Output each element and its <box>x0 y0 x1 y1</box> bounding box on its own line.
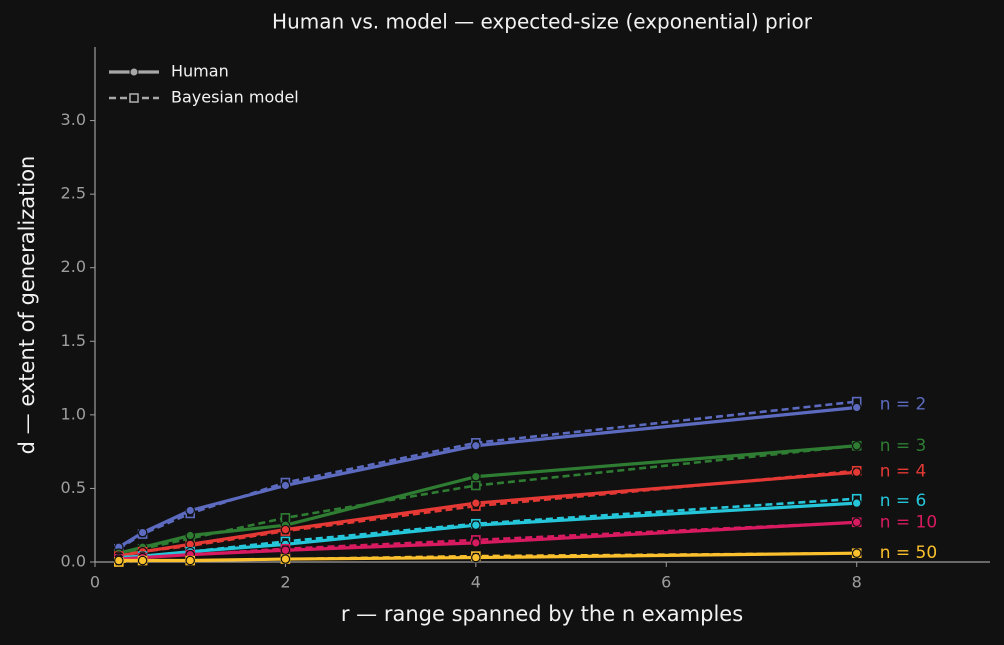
legend-marker <box>129 67 139 77</box>
x-axis-label: r — range spanned by the n examples <box>341 602 743 626</box>
human-marker <box>280 524 291 535</box>
human-marker <box>851 517 862 528</box>
y-tick-label: 1.0 <box>61 404 86 423</box>
human-marker <box>471 498 481 508</box>
human-marker <box>280 545 291 556</box>
legend-label: Bayesian model <box>171 88 299 107</box>
series-label: n = 6 <box>880 491 927 511</box>
human-marker <box>851 440 862 451</box>
model-line <box>118 469 857 558</box>
series-label: n = 3 <box>880 436 927 456</box>
human-marker <box>280 480 291 491</box>
model-line <box>118 444 857 556</box>
chart-title: Human vs. model — expected-size (exponen… <box>272 10 813 34</box>
human-marker <box>114 555 124 566</box>
legend-marker <box>129 93 139 103</box>
human-marker <box>185 530 196 541</box>
y-tick-label: 3.0 <box>61 110 86 129</box>
y-tick-label: 1.5 <box>61 331 86 350</box>
model-line <box>118 497 857 561</box>
series-label: n = 4 <box>880 462 927 482</box>
series-group <box>114 548 862 567</box>
legend: Human Bayesian model <box>109 62 299 107</box>
series-label: n = 50 <box>880 543 937 563</box>
human-marker <box>851 498 862 508</box>
x-tick-label: 2 <box>280 573 290 592</box>
model-marker <box>471 480 481 491</box>
human-marker <box>280 554 291 564</box>
x-tick-label: 0 <box>90 573 100 592</box>
human-marker <box>185 505 196 516</box>
human-marker <box>471 552 481 563</box>
y-tick-label: 0.5 <box>61 478 86 497</box>
series-group <box>114 465 862 561</box>
human-marker <box>185 555 196 566</box>
series-group <box>114 396 862 554</box>
human-marker <box>471 520 481 531</box>
x-tick-label: 8 <box>852 573 862 592</box>
series-label: n = 10 <box>880 512 937 532</box>
human-marker <box>851 548 862 558</box>
human-marker <box>137 527 148 538</box>
human-marker <box>137 555 148 566</box>
human-marker <box>851 402 862 413</box>
human-marker <box>471 538 481 548</box>
series-label: n = 2 <box>880 395 927 415</box>
human-marker <box>471 471 481 482</box>
y-axis-label: d — extent of generalization <box>15 156 39 455</box>
human-marker <box>471 440 481 451</box>
model-line <box>118 520 857 561</box>
legend-label: Human <box>171 62 229 81</box>
y-tick-label: 0.0 <box>61 552 86 571</box>
y-tick-label: 2.0 <box>61 257 86 276</box>
y-tick-label: 2.5 <box>61 184 86 203</box>
x-tick-label: 4 <box>471 573 481 592</box>
human-marker <box>851 467 862 478</box>
x-tick-label: 6 <box>661 573 671 592</box>
